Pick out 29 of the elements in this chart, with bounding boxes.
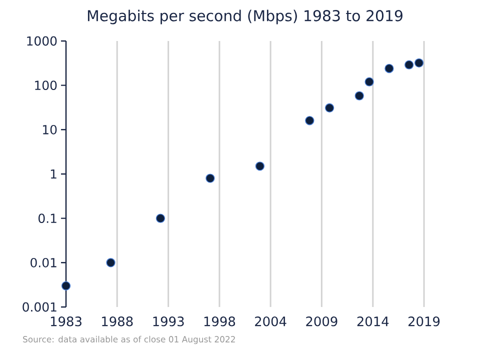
source-note: Source: data available as of close 01 August 2022 [23,336,235,344]
point [324,103,334,112]
point [206,173,215,183]
point [156,214,166,223]
point [61,281,71,290]
x-tick-label: 2009 [306,316,338,326]
point [364,77,374,86]
point [305,116,314,126]
x-tick-label: 1983 [50,316,82,326]
point [255,161,265,171]
y-tick-label: 1000 [27,36,57,46]
x-tick-label: 2014 [357,316,389,326]
y-tick-label: 100 [35,80,57,90]
y-tick-label: 0.1 [38,213,56,223]
y-tick-label: 0.01 [30,258,56,268]
x-tick-label: 2004 [255,316,286,326]
chart-title: Megabits per second (Mbps) 1983 to 2019 [88,10,402,24]
point [414,58,424,68]
y-tick-label: 1 [50,169,56,178]
x-tick-label: 1998 [204,316,236,326]
y-tick-label: 10 [43,124,57,134]
x-tick-label: 2019 [408,316,440,326]
y-tick-label: 0.001 [22,302,56,312]
point [106,258,116,268]
point [404,60,414,70]
x-tick-label: 1993 [153,316,184,326]
x-tick-label: 1988 [102,316,133,326]
point [384,64,394,73]
point [354,91,364,100]
